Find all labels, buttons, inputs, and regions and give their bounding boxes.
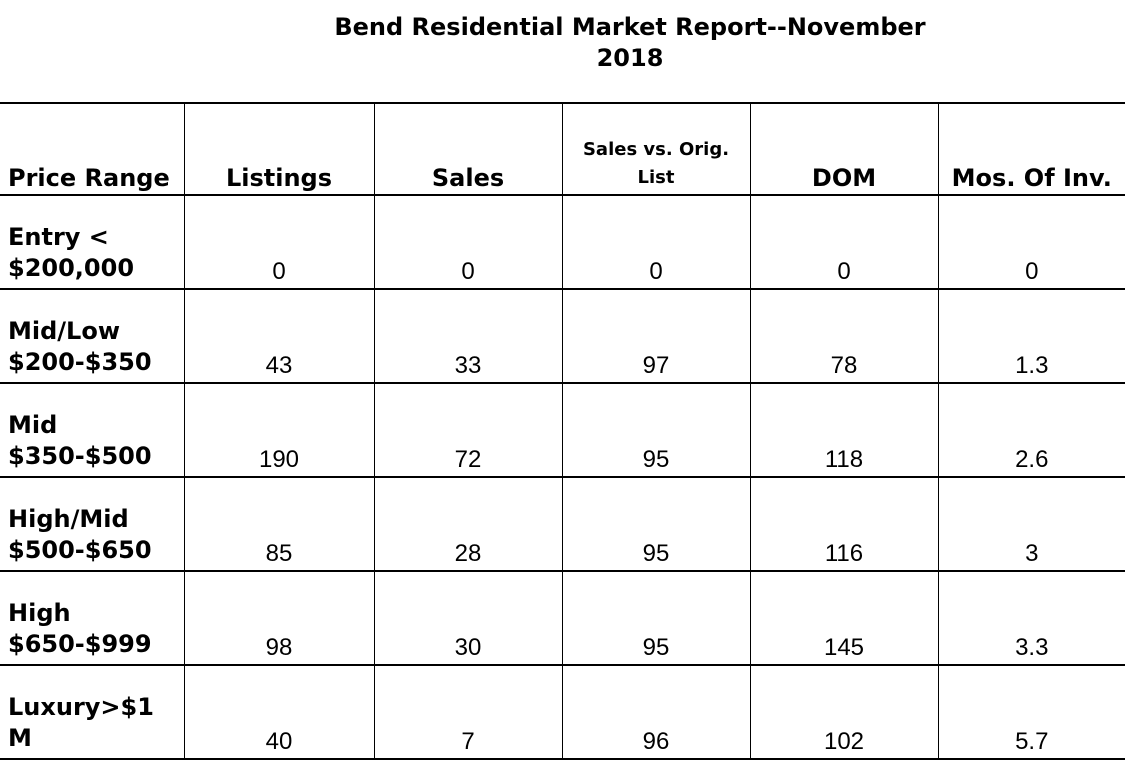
row-price-range: High/Mid $500-$650: [0, 477, 184, 572]
header-sales-vs-orig-list: Sales vs. Orig. List: [561, 102, 750, 196]
cell-months-of-inventory: 1.3: [937, 289, 1125, 384]
cell-months-of-inventory: 3: [937, 477, 1125, 572]
cell-sales-vs-orig-list: 0: [561, 195, 750, 290]
cell-sales: 72: [373, 383, 562, 478]
cell-sales: 28: [373, 477, 562, 572]
row-price-range: Entry < $200,000: [0, 195, 184, 290]
cell-sales-vs-orig-list: 95: [561, 477, 750, 572]
table-row: Mid/Low $200-$350 43 33 97 78 1.3: [0, 289, 1125, 384]
cell-sales-vs-orig-list: 97: [561, 289, 750, 384]
table-row: High $650-$999 98 30 95 145 3.3: [0, 571, 1125, 666]
cell-sales-vs-orig-list: 95: [561, 571, 750, 666]
cell-sales: 0: [373, 195, 562, 290]
cell-months-of-inventory: 0: [937, 195, 1125, 290]
cell-months-of-inventory: 5.7: [937, 665, 1125, 760]
report-title: Bend Residential Market Report--November…: [334, 13, 926, 72]
table-row: Luxury>$1 M 40 7 96 102 5.7: [0, 665, 1125, 760]
row-price-range: Mid/Low $200-$350: [0, 289, 184, 384]
table-header-row: Price Range Listings Sales Sales vs. Ori…: [0, 102, 1125, 196]
cell-months-of-inventory: 3.3: [937, 571, 1125, 666]
cell-listings: 85: [183, 477, 374, 572]
row-price-range: Mid $350-$500: [0, 383, 184, 478]
cell-listings: 98: [183, 571, 374, 666]
table-row: High/Mid $500-$650 85 28 95 116 3: [0, 477, 1125, 572]
cell-dom: 0: [749, 195, 938, 290]
cell-sales-vs-orig-list: 95: [561, 383, 750, 478]
cell-listings: 0: [183, 195, 374, 290]
header-listings: Listings: [183, 102, 374, 196]
cell-dom: 116: [749, 477, 938, 572]
row-price-range: Luxury>$1 M: [0, 665, 184, 760]
cell-dom: 145: [749, 571, 938, 666]
cell-sales: 30: [373, 571, 562, 666]
cell-sales: 33: [373, 289, 562, 384]
row-price-range: High $650-$999: [0, 571, 184, 666]
cell-dom: 118: [749, 383, 938, 478]
cell-months-of-inventory: 2.6: [937, 383, 1125, 478]
table-row: Entry < $200,000 0 0 0 0 0: [0, 195, 1125, 290]
cell-dom: 102: [749, 665, 938, 760]
cell-dom: 78: [749, 289, 938, 384]
cell-sales: 7: [373, 665, 562, 760]
table-row: Mid $350-$500 190 72 95 118 2.6: [0, 383, 1125, 478]
cell-listings: 40: [183, 665, 374, 760]
cell-sales-vs-orig-list: 96: [561, 665, 750, 760]
header-months-of-inventory: Mos. Of Inv.: [937, 102, 1125, 196]
cell-listings: 43: [183, 289, 374, 384]
header-dom: DOM: [749, 102, 938, 196]
header-sales: Sales: [373, 102, 562, 196]
cell-listings: 190: [183, 383, 374, 478]
market-report-table: Price Range Listings Sales Sales vs. Ori…: [0, 102, 1125, 760]
header-price-range: Price Range: [0, 102, 184, 196]
